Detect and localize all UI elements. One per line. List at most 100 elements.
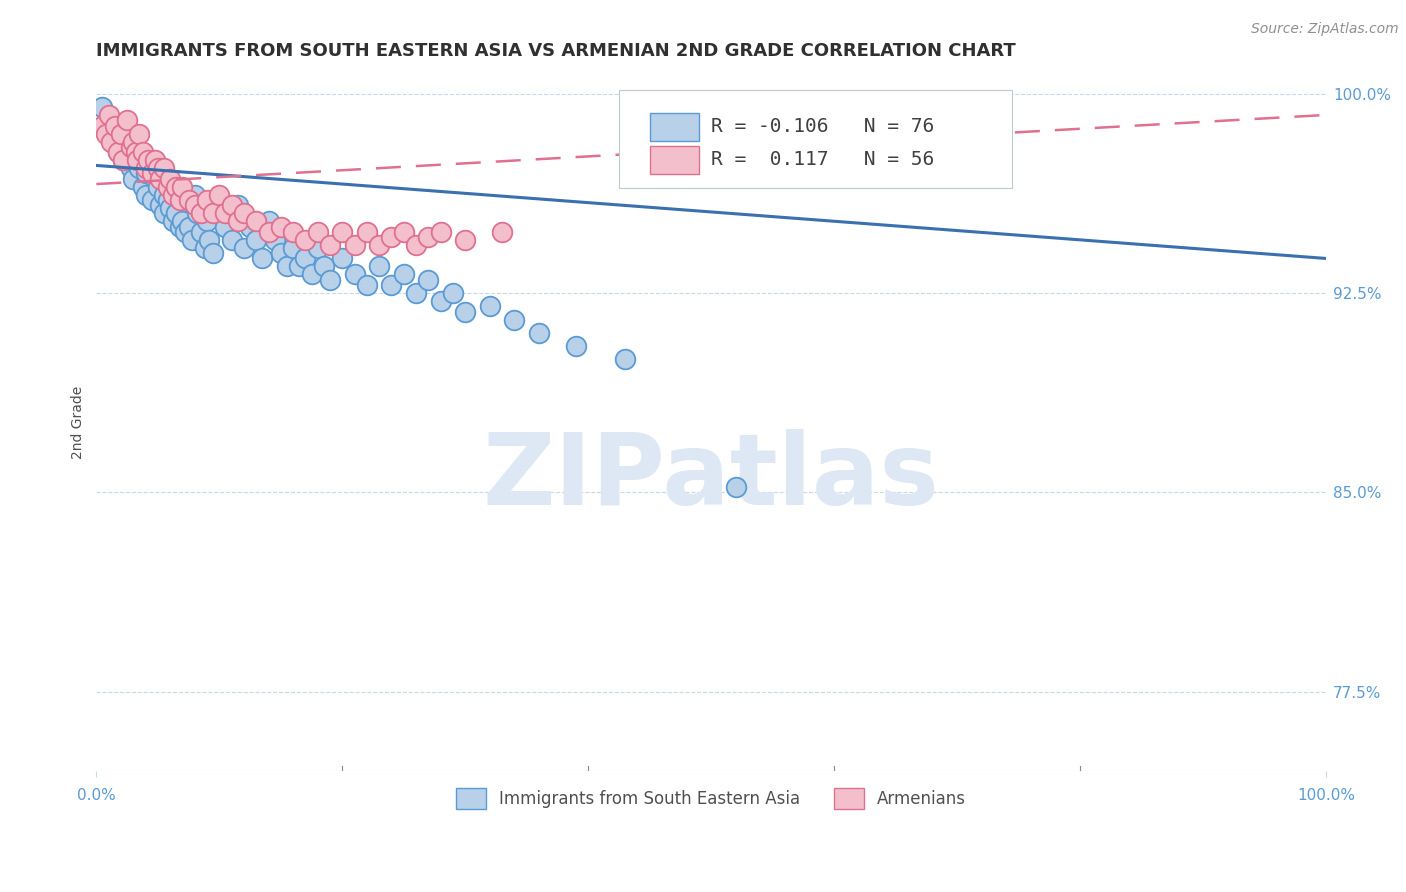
Point — [202, 246, 225, 260]
Point — [165, 179, 187, 194]
Text: R = -0.106   N = 76: R = -0.106 N = 76 — [711, 118, 935, 136]
Point — [156, 179, 179, 194]
Point — [214, 206, 236, 220]
Point — [153, 206, 176, 220]
Point — [245, 214, 267, 228]
Point — [132, 179, 155, 194]
Point — [104, 132, 127, 146]
Point — [392, 268, 415, 282]
Point — [307, 225, 329, 239]
Point — [441, 285, 464, 300]
Point — [343, 238, 366, 252]
Point — [125, 145, 148, 160]
Point — [380, 278, 402, 293]
Point — [263, 233, 285, 247]
Point — [128, 161, 150, 175]
Point — [257, 225, 280, 239]
Point — [491, 225, 513, 239]
Point — [135, 187, 157, 202]
Point — [128, 127, 150, 141]
Point — [177, 193, 200, 207]
Point — [159, 201, 181, 215]
Point — [107, 145, 129, 160]
Point — [183, 187, 205, 202]
Point — [135, 161, 157, 175]
Point — [181, 233, 204, 247]
Point — [330, 252, 353, 266]
Point — [252, 252, 274, 266]
Point — [122, 153, 145, 168]
Point — [169, 219, 191, 234]
Point — [232, 206, 254, 220]
Point — [115, 113, 138, 128]
Point — [132, 145, 155, 160]
Point — [165, 206, 187, 220]
Point — [96, 127, 118, 141]
FancyBboxPatch shape — [650, 113, 699, 141]
Point — [177, 219, 200, 234]
Point — [281, 241, 304, 255]
Point — [174, 225, 197, 239]
Point — [193, 241, 215, 255]
Point — [503, 312, 526, 326]
Point — [91, 100, 114, 114]
Point — [112, 153, 135, 168]
Point — [478, 299, 501, 313]
Point — [115, 127, 138, 141]
Point — [724, 480, 747, 494]
Point — [110, 140, 132, 154]
Y-axis label: 2nd Grade: 2nd Grade — [72, 385, 86, 458]
Point — [281, 225, 304, 239]
Point — [214, 219, 236, 234]
Point — [330, 225, 353, 239]
Point — [120, 140, 142, 154]
Point — [96, 119, 118, 133]
Point — [205, 193, 228, 207]
Point — [145, 153, 167, 168]
Point — [97, 108, 120, 122]
Point — [270, 219, 292, 234]
Point — [122, 171, 145, 186]
Point — [183, 198, 205, 212]
Point — [368, 238, 391, 252]
Point — [226, 214, 249, 228]
Point — [202, 206, 225, 220]
Point — [405, 238, 427, 252]
Point — [195, 214, 218, 228]
Point — [125, 153, 148, 168]
Point — [172, 214, 194, 228]
Point — [565, 339, 588, 353]
Point — [136, 153, 159, 168]
Point — [418, 273, 440, 287]
Point — [245, 233, 267, 247]
Point — [97, 113, 120, 128]
Point — [153, 161, 176, 175]
Point — [190, 206, 212, 220]
Point — [276, 260, 298, 274]
Point — [270, 246, 292, 260]
Point — [146, 179, 169, 194]
Point — [257, 214, 280, 228]
Point — [392, 225, 415, 239]
Point — [159, 171, 181, 186]
Point — [294, 252, 316, 266]
Point — [226, 198, 249, 212]
Point — [104, 119, 127, 133]
Text: R =  0.117   N = 56: R = 0.117 N = 56 — [711, 150, 935, 169]
Point — [135, 166, 157, 180]
Legend: Immigrants from South Eastern Asia, Armenians: Immigrants from South Eastern Asia, Arme… — [450, 781, 973, 815]
Point — [454, 304, 477, 318]
Point — [120, 161, 142, 175]
Point — [380, 230, 402, 244]
Point — [100, 135, 122, 149]
Point — [141, 166, 163, 180]
Point — [141, 193, 163, 207]
FancyBboxPatch shape — [650, 145, 699, 174]
Point — [312, 260, 335, 274]
FancyBboxPatch shape — [619, 90, 1012, 187]
Point — [429, 225, 451, 239]
Point — [356, 278, 378, 293]
Text: ZIPatlas: ZIPatlas — [482, 429, 939, 526]
Point — [186, 206, 208, 220]
Point — [221, 198, 243, 212]
